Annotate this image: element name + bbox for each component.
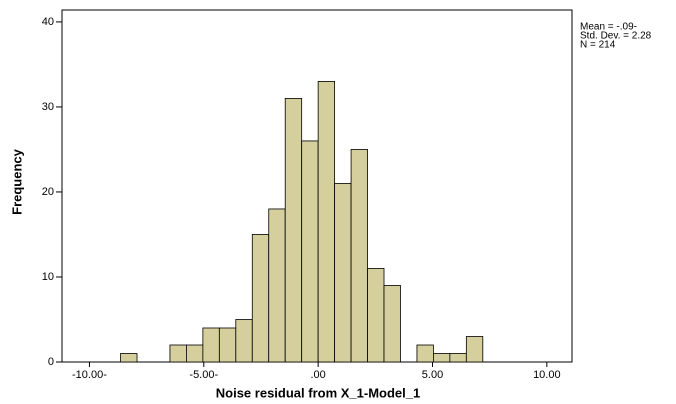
bar xyxy=(186,344,204,363)
stat-std: Std. Dev. = 2.28 xyxy=(580,31,652,42)
bar xyxy=(416,344,434,363)
bar xyxy=(367,268,385,363)
x-tick-label: 10.00 xyxy=(533,369,561,381)
bar xyxy=(284,98,303,363)
bar xyxy=(334,183,352,363)
y-tick-label: 20 xyxy=(42,186,54,198)
x-tick-label: .00 xyxy=(310,369,325,381)
y-tick-label: 0 xyxy=(48,356,54,368)
bar xyxy=(301,140,319,363)
bar xyxy=(465,336,484,363)
bar xyxy=(383,285,401,363)
x-tick-label: 5.00 xyxy=(422,369,443,381)
y-axis-title: Frequency xyxy=(9,148,24,215)
bar xyxy=(235,319,253,363)
y-tick-label: 40 xyxy=(42,16,54,28)
x-axis-title: Noise residual from X_1-Model_1 xyxy=(216,385,420,400)
x-tick-label: -5.00- xyxy=(189,369,218,381)
y-tick-label: 30 xyxy=(42,101,54,113)
bar xyxy=(268,208,286,363)
bar xyxy=(449,353,467,363)
bar xyxy=(350,149,368,363)
stat-mean: Mean = -.09- xyxy=(580,22,637,33)
bar xyxy=(218,327,237,363)
y-tick-label: 10 xyxy=(42,271,54,283)
stat-n: N = 214 xyxy=(580,40,616,51)
bar xyxy=(251,234,270,363)
bar xyxy=(317,81,336,363)
x-tick-label: -10.00- xyxy=(72,369,107,381)
bar xyxy=(169,344,187,363)
bar xyxy=(120,353,138,363)
bar xyxy=(433,353,451,363)
bar xyxy=(202,327,220,363)
